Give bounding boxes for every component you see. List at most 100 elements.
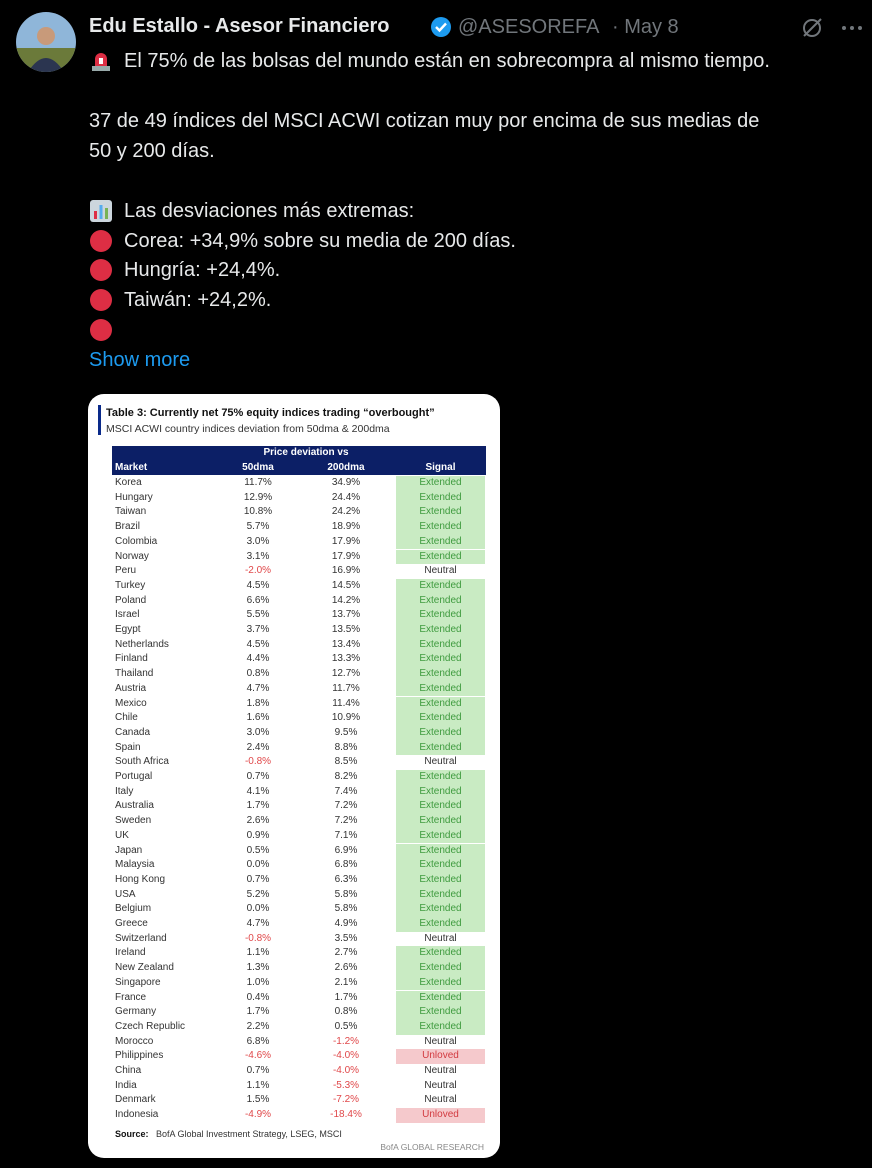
dev-200dma: 0.8%	[334, 1006, 358, 1018]
dev-200dma: 2.6%	[334, 962, 358, 974]
signal: Extended	[396, 917, 485, 932]
table-row: Ireland 1.1% 2.7% Extended	[88, 946, 500, 962]
market: China	[115, 1065, 142, 1076]
dev-50dma: 5.5%	[246, 609, 270, 621]
table-row: Italy 4.1% 7.4% Extended	[88, 784, 500, 800]
table-row: Turkey 4.5% 14.5% Extended	[88, 578, 500, 594]
dev-200dma: -5.3%	[332, 1079, 360, 1091]
market: Ireland	[115, 947, 146, 959]
table-row: Malaysia 0.0% 6.8% Extended	[88, 858, 500, 873]
dev-50dma: 1.1%	[246, 947, 270, 959]
dev-200dma: -18.4%	[330, 1109, 362, 1121]
market: Peru	[115, 565, 137, 577]
market: Thailand	[115, 668, 154, 680]
table-row: Greece 4.7% 4.9% Extended	[88, 917, 500, 932]
signal: Extended	[396, 593, 485, 609]
signal: Extended	[396, 858, 485, 873]
dev-50dma: -4.9%	[244, 1109, 272, 1121]
signal: Neutral	[424, 1079, 457, 1091]
signal: Neutral	[424, 1065, 457, 1076]
signal: Neutral	[424, 565, 457, 577]
market: Brazil	[115, 521, 141, 533]
dev-50dma: 1.3%	[246, 962, 270, 974]
dev-50dma: 1.7%	[246, 800, 270, 812]
table-row: Thailand 0.8% 12.7% Extended	[88, 667, 500, 682]
dev-50dma: 0.9%	[246, 829, 270, 841]
dev-200dma: 24.2%	[331, 506, 361, 518]
table-row: Finland 4.4% 13.3% Extended	[88, 652, 500, 668]
table-header	[112, 446, 486, 475]
signal: Neutral	[424, 756, 457, 768]
signal: Extended	[396, 476, 485, 491]
dev-50dma: 0.8%	[246, 668, 270, 680]
dev-50dma: 4.4%	[246, 653, 270, 665]
dev-200dma: 4.9%	[334, 918, 358, 929]
market: Turkey	[115, 579, 146, 591]
market: Colombia	[115, 535, 158, 547]
dev-200dma: 34.9%	[331, 477, 361, 488]
dev-50dma: 4.7%	[246, 682, 270, 694]
signal: Extended	[396, 667, 485, 682]
market: India	[115, 1079, 137, 1091]
dev-200dma: 14.2%	[331, 594, 361, 606]
signal: Extended	[396, 887, 485, 903]
dev-200dma: -4.0%	[332, 1050, 360, 1062]
dev-50dma: 6.6%	[246, 594, 270, 606]
market: France	[115, 991, 147, 1003]
market: Egypt	[115, 624, 141, 635]
more-icon[interactable]	[840, 16, 864, 40]
dev-200dma: 14.5%	[331, 579, 361, 591]
dev-200dma: 0.5%	[334, 1020, 358, 1032]
signal: Extended	[396, 696, 485, 712]
market: Philippines	[115, 1050, 164, 1062]
dev-200dma: 8.2%	[334, 771, 358, 782]
show-more[interactable]: Show more	[89, 349, 191, 371]
market: Hungary	[115, 491, 153, 503]
chart-emoji	[90, 200, 112, 222]
dev-200dma: 6.8%	[334, 859, 358, 871]
table-row: Japan 0.5% 6.9% Extended	[88, 843, 500, 859]
date[interactable]: · May 8	[612, 16, 679, 38]
table-row: Denmark 1.5% -7.2% Neutral	[88, 1093, 500, 1108]
signal: Extended	[396, 623, 485, 638]
table-row: Indonesia -4.9% -18.4% Unloved	[88, 1108, 500, 1123]
market: Canada	[115, 726, 151, 738]
grok-icon[interactable]	[800, 16, 826, 40]
column-header: 200dma	[327, 462, 365, 473]
market: Japan	[115, 844, 143, 856]
dev-50dma: 1.7%	[246, 1006, 270, 1018]
dev-200dma: 8.8%	[334, 741, 358, 753]
table-image[interactable]: Table 3: Currently net 75% equity indice…	[88, 394, 500, 1158]
dev-200dma: 8.5%	[334, 756, 358, 768]
table-row: New Zealand 1.3% 2.6% Extended	[88, 961, 500, 976]
source-label: Source:	[115, 1129, 149, 1139]
brand: BofA GLOBAL RESEARCH	[380, 1142, 484, 1152]
author-name[interactable]: Edu Estallo - Asesor Financiero	[89, 15, 390, 37]
handle[interactable]: @ASESOREFA	[458, 16, 600, 38]
dev-200dma: 5.8%	[334, 903, 358, 915]
table-row: Canada 3.0% 9.5% Extended	[88, 725, 500, 741]
dev-50dma: 0.7%	[246, 1065, 270, 1076]
market: Taiwan	[115, 506, 147, 518]
market: South Africa	[115, 756, 169, 768]
table-row: Hungary 12.9% 24.4% Extended	[88, 490, 500, 506]
table-row: Austria 4.7% 11.7% Extended	[88, 681, 500, 697]
table-row: Colombia 3.0% 17.9% Extended	[88, 534, 500, 550]
dev-200dma: 12.7%	[331, 668, 361, 680]
market: Italy	[115, 785, 134, 797]
tweet-text: Las desviaciones más extremas:	[124, 200, 415, 222]
dev-50dma: 1.5%	[246, 1094, 270, 1106]
dev-50dma: 0.0%	[246, 903, 270, 915]
signal: Extended	[396, 637, 485, 653]
market: Belgium	[115, 903, 152, 915]
table-row: Chile 1.6% 10.9% Extended	[88, 711, 500, 726]
signal: Extended	[396, 946, 485, 962]
dev-50dma: 2.2%	[246, 1020, 270, 1032]
market: Greece	[115, 918, 148, 929]
table-row: Hong Kong 0.7% 6.3% Extended	[88, 872, 500, 888]
market: Finland	[115, 653, 148, 665]
dev-200dma: 5.8%	[334, 888, 358, 900]
table-row: Norway 3.1% 17.9% Extended	[88, 549, 500, 565]
table-row: Morocco 6.8% -1.2% Neutral	[88, 1035, 500, 1050]
avatar[interactable]	[16, 12, 76, 72]
